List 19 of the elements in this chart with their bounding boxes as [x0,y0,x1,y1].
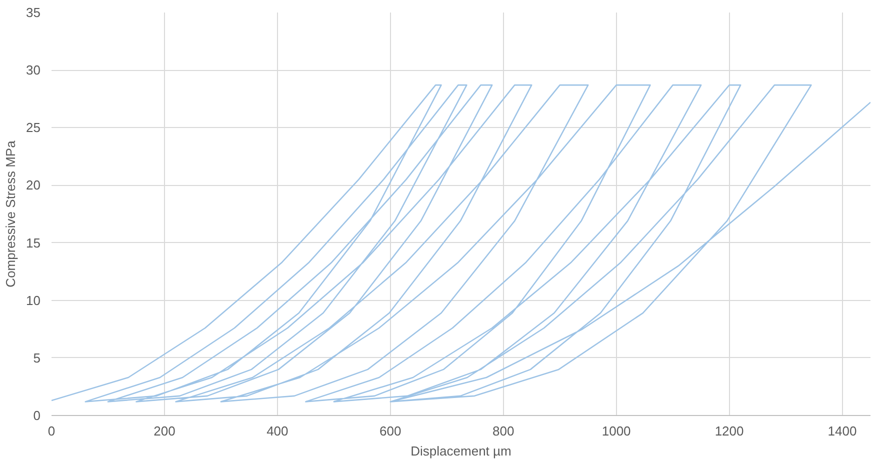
y-tick-label: 0 [33,408,41,423]
y-axis-title: Compressive Stress MPa [3,140,18,288]
x-tick-label: 200 [154,424,176,438]
x-tick-label: 800 [492,424,514,438]
y-tick-label: 30 [26,62,41,78]
y-tick-label: 35 [26,5,41,20]
x-axis-title: Displacement µm [410,444,512,458]
y-tick-label: 20 [26,178,41,193]
x-tick-label: 1000 [602,424,631,438]
x-tick-label: 600 [380,424,402,438]
x-tick-label: 1200 [714,424,744,438]
y-tick-label: 10 [26,292,41,308]
y-tick-label: 25 [26,120,41,136]
x-tick-label: 0 [48,424,56,438]
y-tick-label: 15 [26,235,41,250]
y-tick-label: 5 [33,350,41,366]
x-tick-label: 1400 [828,424,857,438]
x-tick-label: 400 [266,424,288,438]
line-series [52,84,870,402]
